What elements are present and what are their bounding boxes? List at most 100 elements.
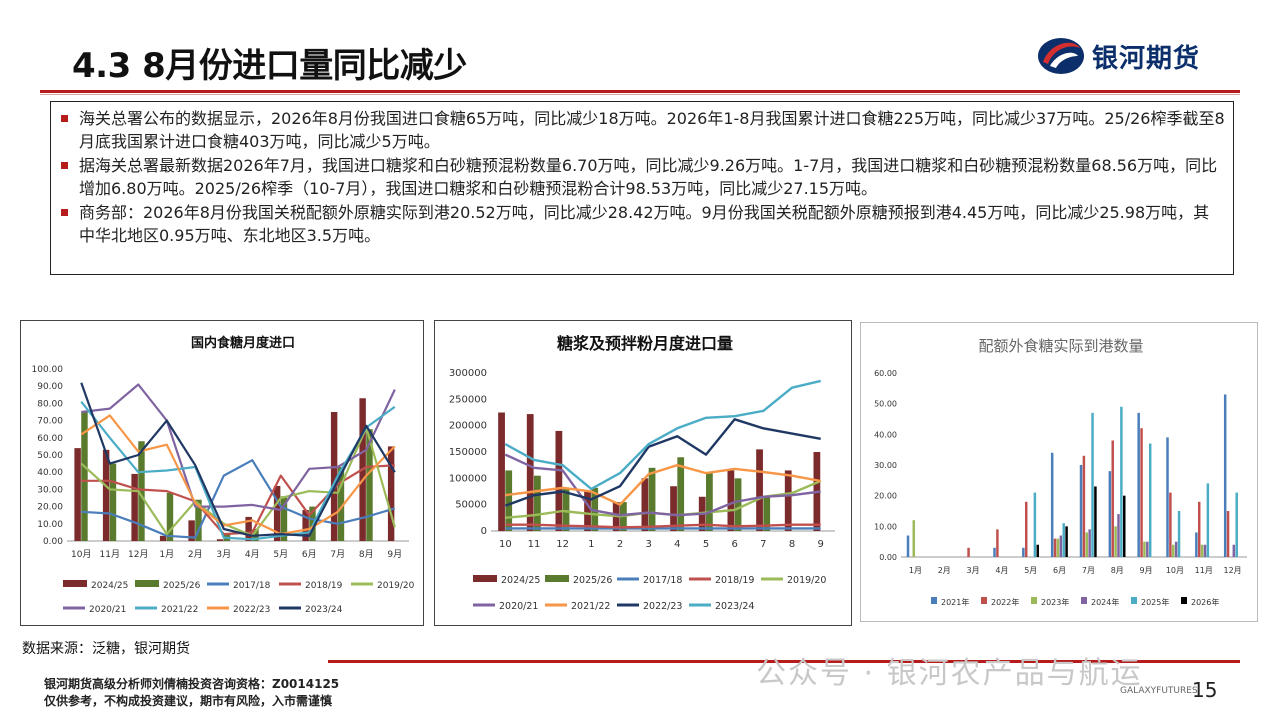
y-tick-label: 60.00 — [874, 369, 897, 378]
legend-swatch — [981, 597, 987, 604]
bullet-square-icon — [61, 162, 68, 169]
bar — [912, 520, 916, 557]
bar — [1053, 538, 1057, 557]
bullet-item: 据海关总署最新数据2026年7月，我国进口糖浆和白砂糖预混粉数量6.70万吨，同… — [61, 154, 1225, 200]
page-title: 4.3 8月份进口量同比减少 — [72, 46, 467, 86]
chart-title: 国内食糖月度进口 — [191, 335, 295, 351]
x-tick-label: 4月 — [245, 549, 260, 560]
legend-label: 2019/20 — [377, 581, 415, 591]
legend-label: 2022/23 — [643, 601, 682, 612]
bar — [74, 448, 81, 541]
bar — [1033, 492, 1037, 557]
x-tick-label: 12 — [556, 539, 569, 550]
bar — [81, 412, 88, 541]
bar — [102, 449, 110, 541]
y-tick-label: 40.00 — [874, 430, 897, 439]
footer-divider — [328, 660, 1240, 663]
bar — [1140, 428, 1143, 557]
legend-swatch — [63, 580, 87, 587]
bullet-text: 海关总署公布的数据显示，2026年8月份我国进口食糖65万吨，同比减少18万吨。… — [79, 109, 1225, 151]
bar — [1203, 544, 1207, 557]
bar — [706, 473, 713, 531]
chart-syrup-imports: 糖浆及预拌粉月度进口量 0 50000 100000 150000 200000 25000… — [434, 320, 852, 626]
bar — [1088, 529, 1091, 557]
x-tick-label: 11 — [528, 539, 541, 550]
x-tick-label: 9月 — [1140, 566, 1153, 575]
bar — [1022, 547, 1025, 557]
legend-label: 2022/23 — [233, 605, 270, 615]
bar — [1062, 523, 1065, 557]
bar — [993, 547, 996, 557]
bar — [1059, 535, 1063, 557]
bar — [1056, 538, 1060, 557]
x-tick-label: 10月 — [71, 549, 91, 560]
legend-label: 2023年 — [1041, 597, 1069, 607]
x-tick-label: 5月 — [273, 549, 288, 560]
y-tick-label: 10.00 — [874, 522, 897, 531]
bar — [1206, 483, 1210, 557]
series-line — [505, 479, 822, 519]
bar — [138, 441, 145, 541]
series-line — [80, 401, 396, 541]
y-tick-label: 200000 — [449, 421, 487, 432]
bar — [784, 470, 792, 531]
chart-title: 配额外食糖实际到港数量 — [978, 337, 1143, 355]
bar — [1223, 394, 1227, 557]
data-source: 数据来源：泛糖，银河期货 — [22, 641, 190, 657]
chart-title: 糖浆及预拌粉月度进口量 — [557, 334, 733, 353]
bar — [734, 478, 742, 531]
x-tick-label: 7月 — [1082, 566, 1095, 575]
bar — [273, 485, 281, 541]
chart-syrup-imports-svg: 糖浆及预拌粉月度进口量 0 50000 100000 150000 200000 25000… — [449, 334, 835, 612]
x-tick-label: 5 — [703, 539, 709, 550]
logo-text: 银河期货 — [1092, 43, 1201, 74]
series-line — [81, 459, 396, 539]
bar — [677, 457, 685, 531]
bar — [670, 486, 677, 531]
x-tick-label: 10月 — [1166, 566, 1184, 575]
page-number: 15 — [1192, 678, 1218, 702]
bar — [648, 467, 656, 531]
legend-label: 2017/18 — [643, 575, 682, 586]
bar — [1137, 412, 1140, 557]
bar — [534, 475, 541, 531]
x-tick-label: 3月 — [216, 549, 231, 560]
legend-label: 2020/21 — [499, 601, 538, 612]
brand-small: GALAXYFUTURES — [1120, 686, 1198, 696]
bar — [996, 529, 999, 557]
legend-swatch — [473, 575, 497, 582]
series-line — [81, 383, 396, 512]
series-line — [505, 464, 821, 506]
x-tick-label: 4 — [674, 539, 680, 550]
legend-label: 2025年 — [1141, 597, 1169, 607]
bar — [562, 488, 570, 531]
bar — [302, 510, 309, 541]
y-tick-label: 70.00 — [37, 417, 63, 427]
series-line — [504, 418, 821, 507]
x-tick-label: 9月 — [387, 549, 402, 560]
x-tick-label: 6月 — [1053, 566, 1066, 575]
bar — [195, 499, 202, 541]
x-tick-label: 2 — [617, 539, 623, 550]
bar — [1114, 526, 1117, 557]
y-tick-label: 30.00 — [874, 461, 897, 470]
x-tick-label: 12月 — [128, 549, 148, 560]
series-line — [504, 453, 821, 517]
x-tick-label: 8月 — [1111, 566, 1124, 575]
bar — [505, 470, 513, 531]
bar — [1024, 501, 1028, 557]
y-tick-label: 300000 — [449, 368, 487, 379]
legend-label: 2018/19 — [305, 581, 343, 591]
y-tick-label: 40.00 — [37, 468, 63, 478]
bar — [1117, 514, 1120, 557]
y-tick-label: 80.00 — [37, 399, 63, 409]
bar — [1172, 544, 1175, 557]
bar — [109, 463, 117, 541]
bar — [1108, 471, 1112, 557]
x-tick-label: 1月 — [909, 566, 922, 575]
x-tick-label: 10 — [499, 539, 512, 550]
y-tick-label: 20.00 — [37, 503, 63, 513]
bar — [1036, 544, 1039, 557]
y-tick-label: 60.00 — [37, 434, 63, 444]
x-tick-label: 8月 — [359, 549, 374, 560]
